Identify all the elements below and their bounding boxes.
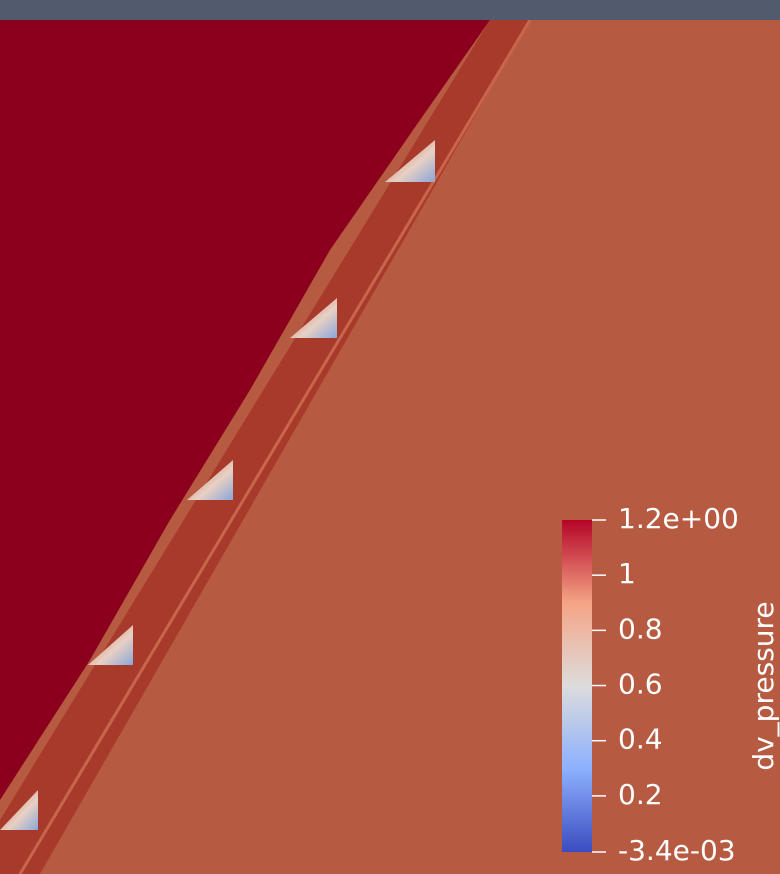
shock-cell (290, 298, 337, 338)
tick-label: 1 (618, 557, 636, 590)
shock-cell (385, 140, 435, 182)
tick-label: -3.4e-03 (618, 834, 736, 867)
shock-cell (88, 625, 133, 665)
tick-label: 0.8 (618, 612, 663, 645)
shock-cell (0, 790, 38, 830)
tick-label: 0.6 (618, 668, 663, 701)
colorbar (562, 520, 592, 852)
tick-label: 0.2 (618, 778, 663, 811)
tick-label: 0.4 (618, 723, 663, 756)
high-region (0, 20, 490, 800)
shock-line (18, 19, 532, 874)
shock-cell (187, 460, 233, 500)
tick-label: 1.2e+00 (618, 502, 739, 535)
colorbar-title: dv_pressure (747, 601, 780, 770)
top-bar (0, 0, 780, 20)
